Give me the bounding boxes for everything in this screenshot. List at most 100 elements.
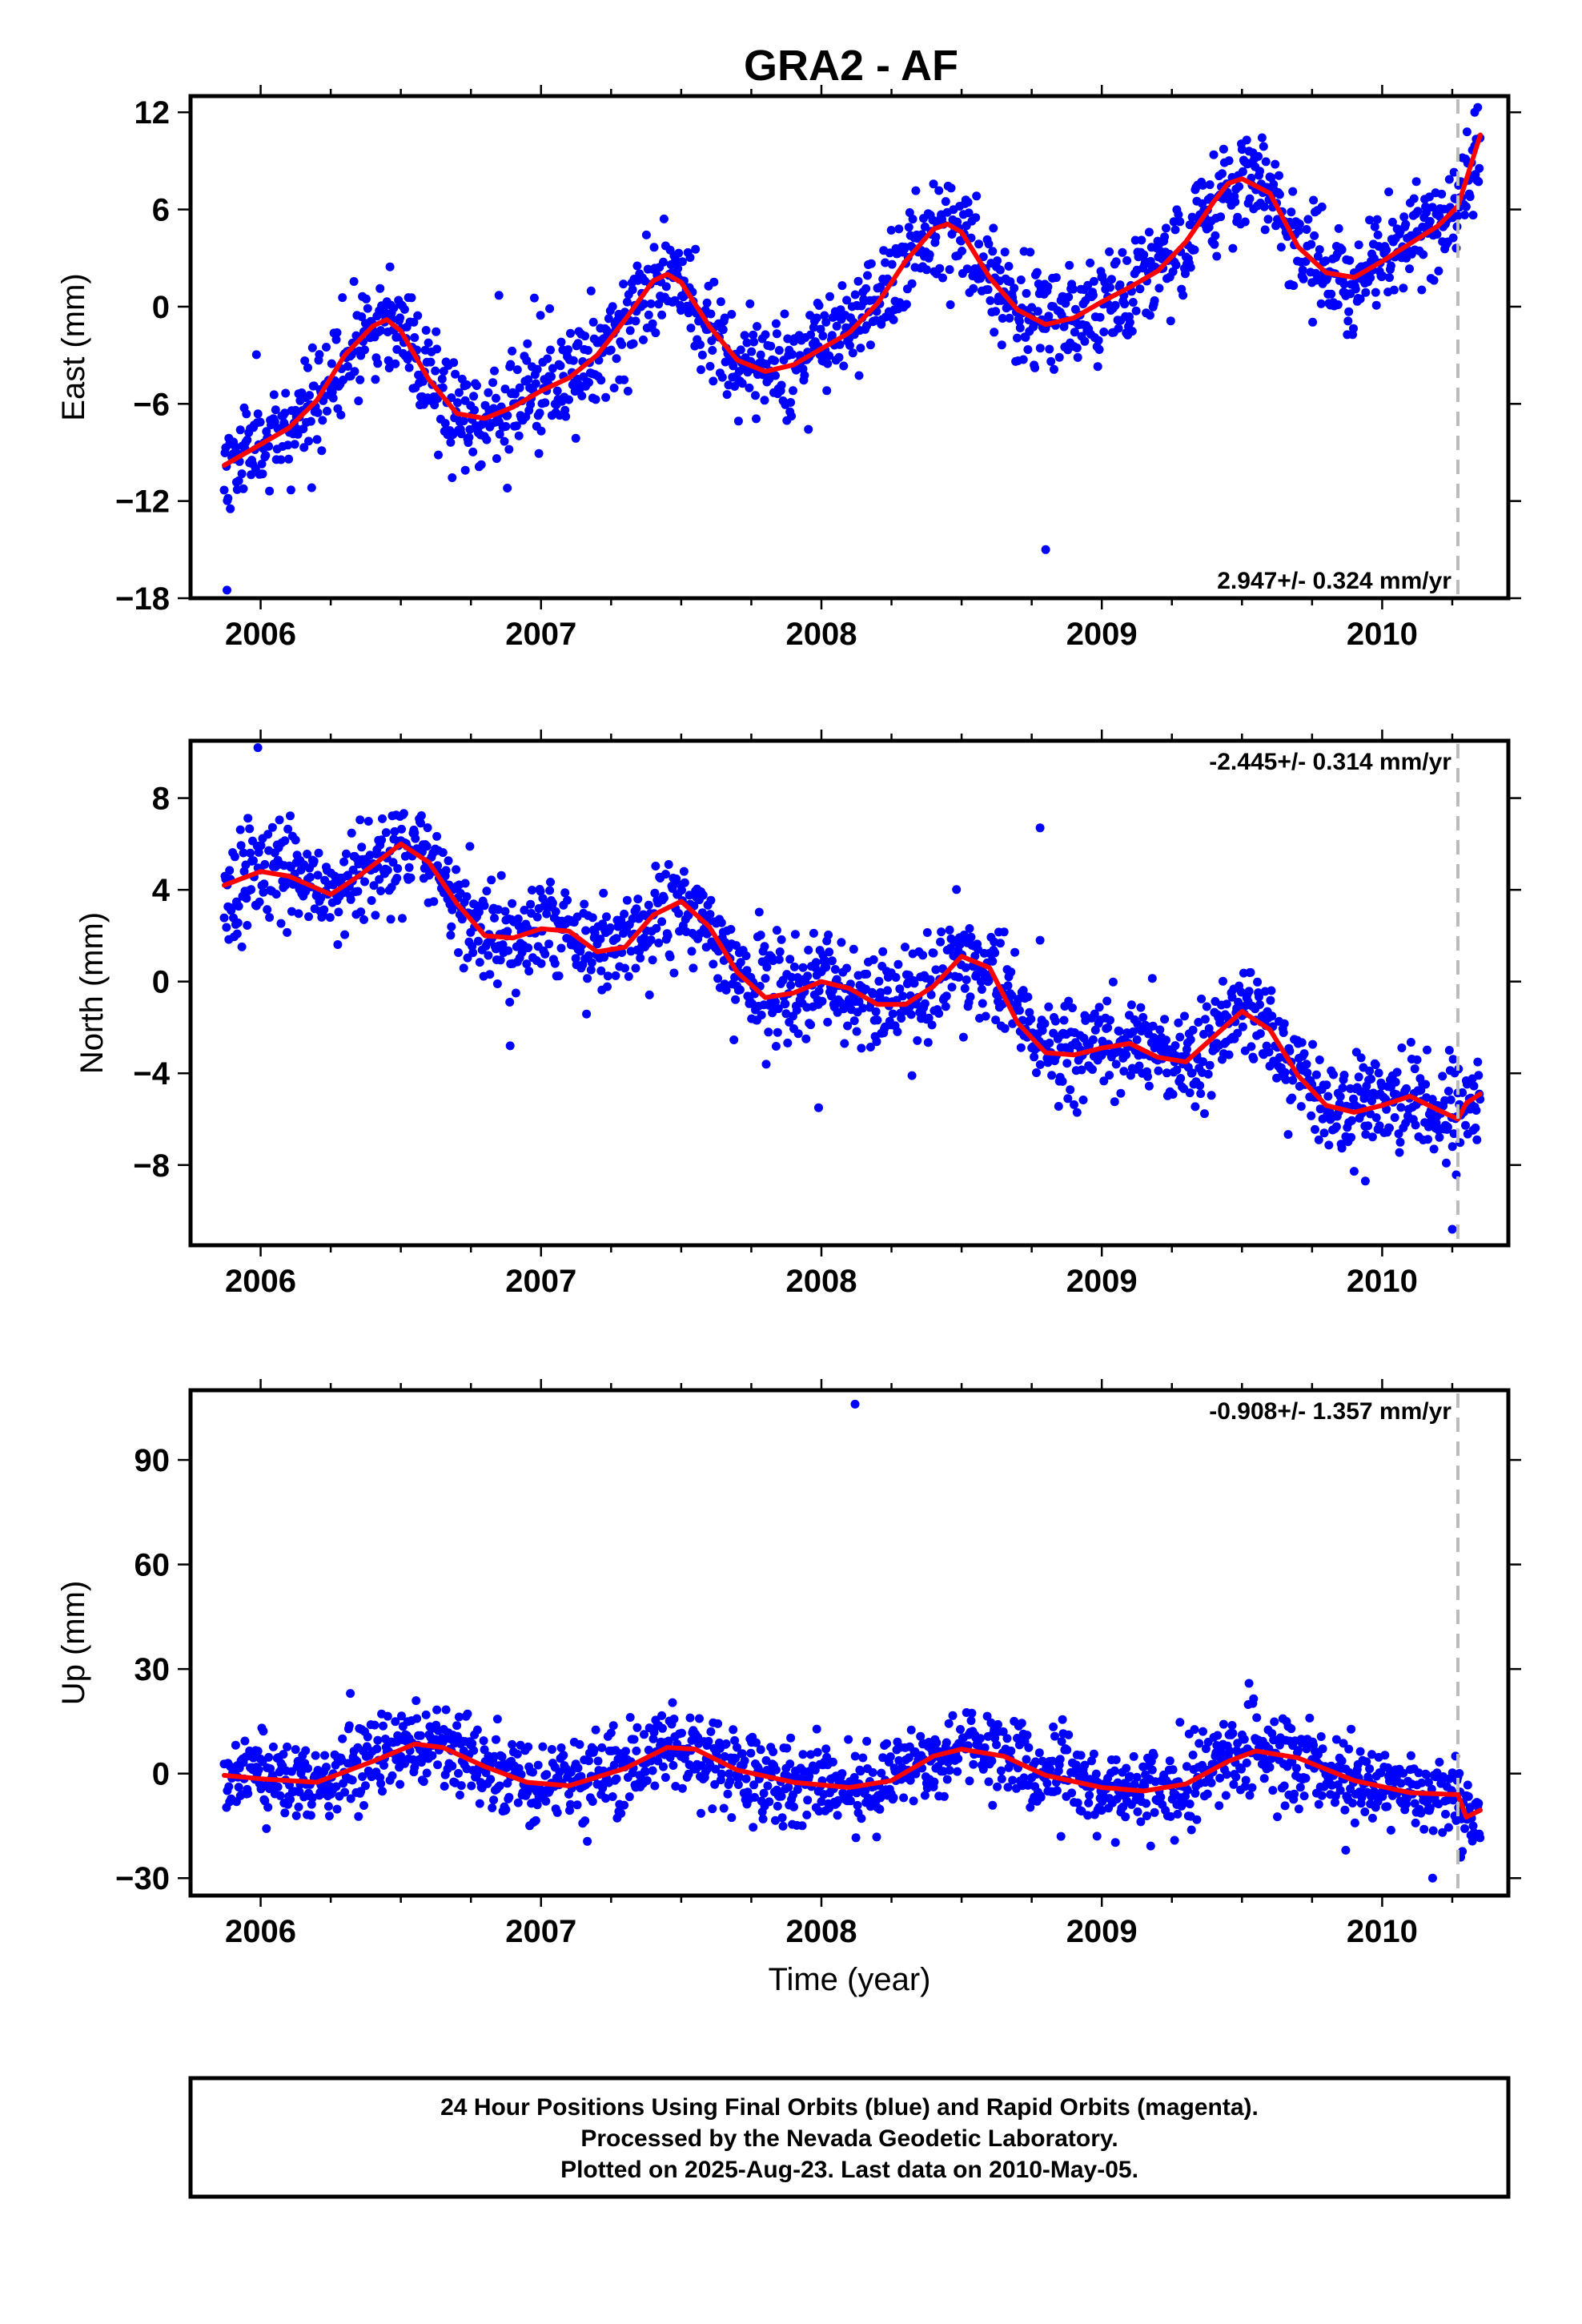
east-data-point (1209, 150, 1219, 159)
north-y-tick-label: 4 (152, 873, 171, 908)
north-data-point (663, 931, 673, 940)
north-data-point (234, 902, 243, 911)
east-data-point (556, 361, 565, 371)
east-data-point (1006, 277, 1015, 287)
north-data-point (646, 935, 656, 945)
north-data-point (1339, 1071, 1349, 1080)
up-data-point (1318, 1744, 1327, 1754)
up-data-point (1279, 1781, 1289, 1791)
east-data-point (1461, 202, 1471, 211)
east-data-point (657, 310, 667, 320)
north-data-point (828, 986, 837, 995)
up-data-point (984, 1777, 994, 1787)
east-data-point (742, 338, 752, 348)
east-data-point (818, 332, 828, 340)
east-data-point (749, 330, 758, 340)
east-data-point (1187, 212, 1197, 222)
north-data-point (1224, 1050, 1234, 1059)
east-data-point (1014, 316, 1024, 326)
up-data-point (1052, 1786, 1062, 1795)
north-data-point (1202, 1002, 1211, 1011)
north-data-point (587, 958, 596, 967)
east-data-point (1339, 279, 1349, 289)
north-data-point (503, 927, 512, 936)
north-data-point (633, 895, 643, 904)
up-data-point (1058, 1715, 1067, 1724)
up-data-point (1122, 1763, 1131, 1773)
up-data-point (597, 1743, 607, 1752)
east-data-point (837, 281, 847, 291)
east-y-tick-label: 0 (152, 290, 170, 325)
up-data-point (396, 1779, 405, 1789)
north-data-point (741, 951, 751, 960)
east-data-point (834, 352, 844, 362)
east-data-point (1385, 273, 1394, 283)
east-data-point (500, 384, 510, 394)
east-data-point (1301, 257, 1311, 266)
east-data-point (510, 389, 520, 399)
east-data-point (313, 408, 323, 417)
north-data-point (1331, 1122, 1341, 1132)
up-data-point (322, 1763, 331, 1772)
north-data-point (947, 983, 957, 992)
north-data-point (786, 980, 796, 990)
up-data-point (632, 1746, 641, 1755)
north-data-point (1247, 1042, 1256, 1051)
east-data-point (853, 276, 863, 286)
east-data-point (1373, 230, 1383, 239)
east-data-point (935, 263, 945, 273)
up-data-point (541, 1796, 551, 1806)
east-y-tick-label: −12 (115, 485, 170, 520)
up-data-point (593, 1756, 603, 1766)
up-data-point (833, 1795, 843, 1805)
east-data-point (1015, 324, 1025, 332)
up-data-point (1438, 1827, 1447, 1837)
up-data-point (997, 1774, 1006, 1783)
east-data-point (456, 429, 466, 439)
north-data-point (631, 963, 640, 973)
east-data-point (281, 388, 291, 398)
east-data-point (1094, 345, 1104, 354)
up-data-point (710, 1779, 720, 1789)
east-data-point (264, 441, 274, 451)
east-data-point (659, 257, 668, 267)
east-data-point (674, 248, 684, 258)
east-data-point (1089, 276, 1098, 286)
east-data-point (639, 335, 648, 344)
east-data-point (305, 391, 314, 400)
north-data-point (500, 907, 510, 916)
east-data-point (383, 356, 393, 365)
north-data-point (652, 923, 661, 933)
north-data-point (493, 905, 503, 915)
east-data-point (500, 436, 509, 446)
up-data-point (1476, 1833, 1485, 1843)
north-data-point (1134, 1061, 1144, 1071)
up-data-point (516, 1770, 526, 1779)
north-data-point (397, 824, 406, 834)
up-data-point (1003, 1783, 1013, 1792)
north-data-point (628, 914, 637, 923)
east-data-point (242, 409, 251, 419)
north-data-point (1322, 1080, 1331, 1090)
north-data-point (1054, 1102, 1063, 1111)
north-data-point (1205, 1060, 1215, 1070)
north-data-point (316, 893, 326, 903)
east-data-point (299, 443, 309, 452)
east-data-point (448, 473, 457, 482)
east-data-point (984, 239, 994, 249)
north-data-point (520, 906, 529, 915)
north-data-point (416, 818, 425, 828)
up-data-point (1133, 1807, 1142, 1816)
north-data-point (1472, 1106, 1481, 1115)
north-data-point (726, 925, 736, 934)
east-data-point (536, 311, 545, 320)
north-data-point (1168, 1090, 1178, 1099)
up-data-point (640, 1767, 650, 1776)
north-data-point (936, 937, 946, 947)
north-data-point (1222, 999, 1231, 1009)
up-data-point (1244, 1679, 1254, 1688)
east-data-point (1166, 316, 1175, 326)
east-data-point (1317, 202, 1327, 211)
east-data-point (1371, 300, 1381, 310)
up-data-point (273, 1782, 283, 1791)
